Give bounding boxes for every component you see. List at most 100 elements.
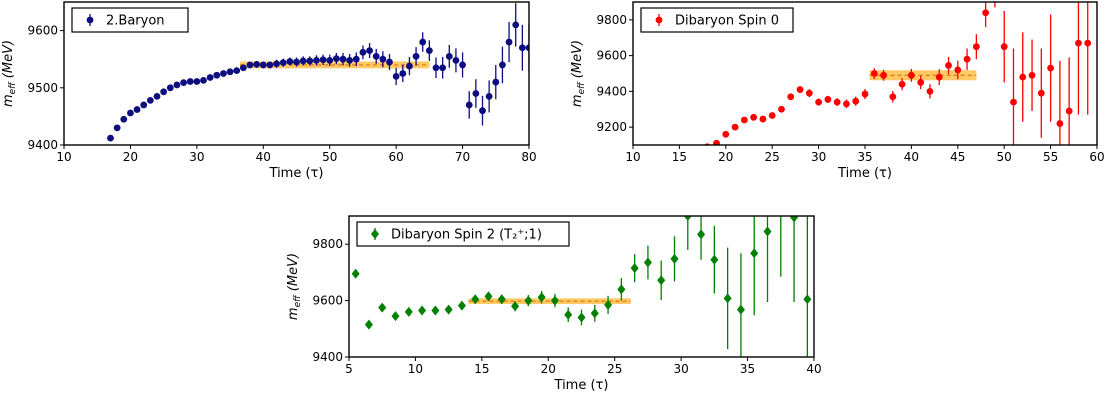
data-point: [670, 253, 679, 264]
x-tick-label: 35: [740, 362, 755, 376]
data-point: [722, 130, 730, 138]
data-point: [113, 124, 121, 132]
data-point: [1047, 64, 1054, 72]
data-point: [306, 57, 314, 65]
x-tick-label: 20: [541, 362, 556, 376]
data-point: [833, 98, 841, 106]
data-point: [550, 295, 559, 306]
data-point: [505, 38, 513, 46]
data-point: [763, 226, 772, 237]
data-point: [710, 254, 719, 265]
x-tick-label: 55: [1043, 150, 1058, 164]
data-point: [364, 319, 373, 330]
y-tick-label: 9200: [596, 120, 627, 134]
data-point: [768, 112, 776, 119]
data-point: [471, 294, 480, 305]
data-point: [432, 64, 440, 72]
data-point: [352, 55, 360, 63]
data-point: [127, 109, 134, 117]
chart-panel-3: 5 10 15 20 25 30 35 40 9400 9600 9800 Time (τ) meff …: [286, 187, 822, 393]
y-tick-label: 9400: [27, 138, 58, 152]
data-point: [1037, 89, 1045, 97]
data-point: [657, 275, 666, 286]
data-point: [452, 56, 460, 64]
data-point: [512, 21, 520, 29]
data-point: [1019, 73, 1027, 81]
y-axis-label: meff (MeV): [1, 40, 18, 107]
x-tick-label: 25: [765, 150, 780, 164]
data-point: [954, 66, 962, 74]
data-point: [286, 58, 294, 65]
data-point: [186, 78, 194, 85]
data-point: [525, 44, 529, 52]
data-point: [351, 268, 360, 279]
data-point: [750, 248, 759, 259]
data-point: [945, 62, 952, 69]
data-point: [472, 90, 480, 97]
data-point: [299, 57, 307, 65]
data-point: [266, 61, 274, 69]
data-point: [852, 97, 860, 105]
data-point: [200, 76, 207, 84]
data-point: [346, 56, 354, 64]
data-point: [880, 71, 887, 79]
chart-panel-2: 10 15 20 25 30 35 40 45 50 55 60 9200 9400 9600 9800 Ti…: [570, 1, 1105, 181]
data-point: [972, 43, 980, 51]
x-tick-label: 60: [389, 150, 404, 164]
y-axis-label: meff (MeV): [286, 253, 303, 320]
data-point: [220, 70, 227, 77]
data-point: [870, 70, 878, 77]
data-point: [790, 216, 799, 223]
legend-label: Dibaryon Spin 2 (T₂⁺;1): [391, 228, 542, 243]
data-point: [843, 100, 850, 108]
data-point: [279, 59, 287, 67]
data-point: [457, 300, 466, 311]
data-point: [412, 52, 420, 60]
data-point: [1010, 98, 1017, 106]
data-point: [723, 293, 732, 304]
data-point: [107, 134, 114, 142]
data-point: [590, 308, 599, 319]
x-tick-label: 30: [811, 150, 826, 164]
data-point: [759, 115, 767, 123]
y-tick-label: 9800: [312, 237, 343, 251]
x-axis-label: Time (τ): [269, 166, 324, 181]
data-point: [713, 139, 720, 145]
data-point: [1056, 120, 1064, 127]
data-point: [740, 116, 748, 124]
x-tick-label: 40: [256, 150, 271, 164]
y-axis-label: meff (MeV): [570, 40, 587, 107]
x-tick-label: 20: [718, 150, 733, 164]
data-point: [935, 73, 943, 81]
x-axis-label: Time (τ): [837, 166, 892, 181]
x-tick-label: 80: [521, 150, 536, 164]
data-point: [861, 90, 869, 98]
data-point: [777, 187, 785, 197]
data-point: [392, 72, 400, 80]
data-point: [796, 86, 804, 93]
data-point: [326, 56, 334, 64]
data-point: [419, 38, 427, 46]
data-point: [824, 96, 832, 103]
data-point: [465, 101, 473, 109]
y-tick-label: 9600: [596, 49, 627, 63]
data-point: [213, 71, 221, 79]
fit-band: [869, 70, 977, 81]
x-tick-label: 70: [455, 150, 470, 164]
data-point: [1065, 107, 1073, 115]
x-tick-label: 35: [857, 150, 872, 164]
plot-area: [704, 2, 1092, 145]
data-point: [444, 304, 453, 315]
data-point: [1028, 71, 1036, 79]
data-point: [963, 55, 971, 63]
data-point: [439, 64, 447, 72]
data-point: [787, 93, 795, 101]
x-tick-label: 30: [674, 362, 689, 376]
data-point: [445, 52, 453, 60]
x-tick-label: 10: [408, 362, 423, 376]
legend: Dibaryon Spin 2 (T₂⁺;1): [356, 221, 570, 247]
data-point: [564, 309, 573, 320]
data-point: [497, 294, 506, 305]
data-point: [339, 55, 347, 63]
